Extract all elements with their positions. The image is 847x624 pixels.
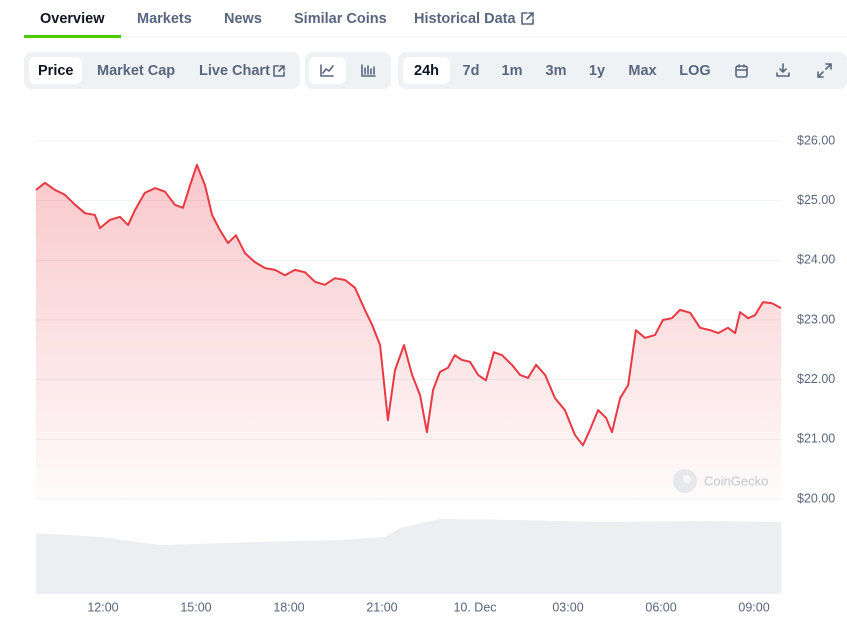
plot: $20.00 $21.00 $22.00 $23.00 $24.00 $25.00 $26.… xyxy=(35,133,835,614)
button-active-bg xyxy=(29,57,82,84)
download-icon[interactable] xyxy=(776,63,790,77)
y-tick-label: $20.00 xyxy=(797,491,835,505)
range-button[interactable]: 1y xyxy=(589,63,605,79)
x-tick-label: 12:00 xyxy=(87,600,118,614)
x-tick-label: 03:00 xyxy=(552,600,583,614)
chart-button[interactable]: Price xyxy=(38,63,73,79)
candle-chart-icon[interactable] xyxy=(361,64,376,77)
fullscreen-icon[interactable] xyxy=(817,63,832,78)
y-tick-label: $26.00 xyxy=(797,133,835,147)
external-link-icon xyxy=(521,12,534,25)
tab[interactable]: Historical Data xyxy=(414,11,516,27)
y-tick-label: $25.00 xyxy=(797,193,835,207)
button-group xyxy=(398,52,847,89)
range-button[interactable]: 1m xyxy=(502,63,523,79)
range-button[interactable]: Max xyxy=(628,63,656,79)
y-tick-label: $23.00 xyxy=(797,312,835,326)
chart-button[interactable]: Market Cap xyxy=(97,63,175,79)
external-link-icon xyxy=(273,65,285,77)
range-button[interactable]: LOG xyxy=(679,63,710,79)
buttons: Price Market Cap Live Chart 24h 7d 1m 3m 1y Max L… xyxy=(38,63,711,79)
x-tick-label: 10. Dec xyxy=(453,600,496,614)
tab[interactable]: Similar Coins xyxy=(294,11,387,27)
tabs: Overview Markets News Similar Coins Historic… xyxy=(40,11,516,27)
watermark-text: CoinGecko xyxy=(704,473,768,488)
line-chart-icon[interactable] xyxy=(320,64,334,77)
price-line xyxy=(35,163,782,447)
button-group xyxy=(24,52,300,89)
tab-underline xyxy=(24,35,121,38)
x-tick-label: 18:00 xyxy=(273,600,304,614)
range-button[interactable]: 24h xyxy=(414,63,439,79)
range-button[interactable]: 3m xyxy=(546,63,567,79)
tab[interactable]: Overview xyxy=(40,11,105,27)
y-tick-label: $21.00 xyxy=(797,432,835,446)
chart-button[interactable]: Live Chart xyxy=(199,63,270,79)
y-tick-label: $22.00 xyxy=(797,372,835,386)
tab[interactable]: Markets xyxy=(137,11,192,27)
range-button[interactable]: 7d xyxy=(463,63,480,79)
calendar-icon[interactable] xyxy=(735,64,748,78)
y-tick-label: $24.00 xyxy=(797,253,835,267)
x-tick-label: 06:00 xyxy=(645,600,676,614)
x-tick-label: 15:00 xyxy=(180,600,211,614)
button-active-bg xyxy=(403,57,450,84)
price-area xyxy=(36,164,781,499)
tab[interactable]: News xyxy=(224,11,262,27)
x-tick-label: 09:00 xyxy=(738,600,769,614)
volume-area xyxy=(36,519,781,594)
watermark xyxy=(673,469,697,493)
x-tick-label: 21:00 xyxy=(366,600,397,614)
